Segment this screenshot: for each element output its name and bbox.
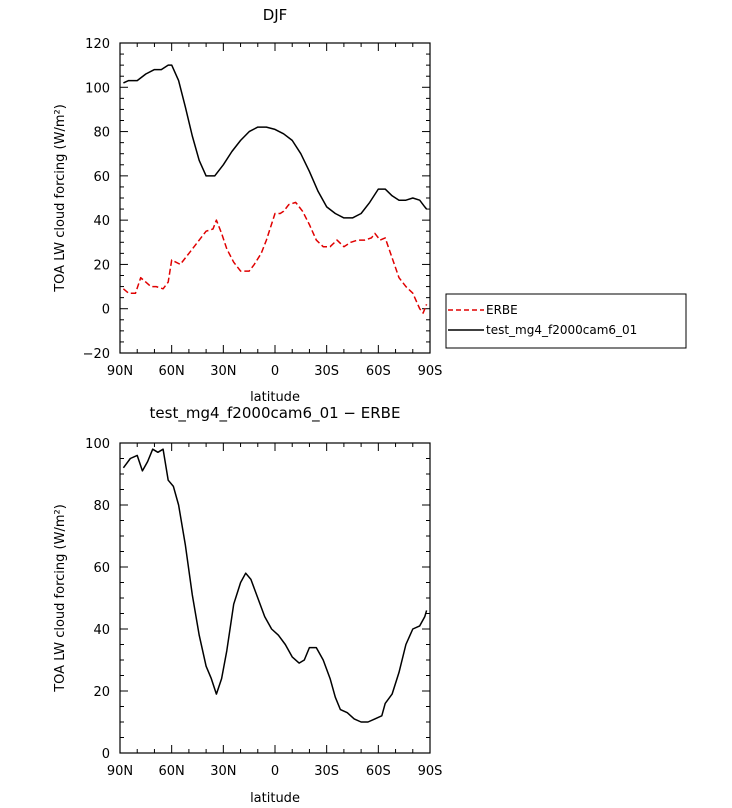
y-tick-label: 40 xyxy=(93,214,110,229)
y-tick-label: 100 xyxy=(85,437,110,452)
x-tick-label: 60N xyxy=(159,364,185,379)
chart-top-title: DJF xyxy=(263,6,288,24)
chart-bottom-ylabel: TOA LW cloud forcing (W/m²) xyxy=(53,504,68,693)
chart-bottom-xlabel: latitude xyxy=(250,791,300,806)
chart-top-frame xyxy=(119,42,431,354)
x-tick-label: 0 xyxy=(271,364,279,379)
x-tick-label: 30N xyxy=(210,364,236,379)
series-line-top-0 xyxy=(122,201,428,314)
y-tick-label: 0 xyxy=(102,747,110,762)
chart-bottom-title: test_mg4_f2000cam6_01 − ERBE xyxy=(150,404,401,423)
series-line-bottom-0 xyxy=(122,448,428,723)
y-tick-label: 80 xyxy=(93,499,110,514)
x-tick-label: 30N xyxy=(210,764,236,779)
chart-top-ticks: 90N 60N 30N 0 30S 60S 90S −20 0 20 40 60 80 100 120 xyxy=(83,37,443,379)
chart-top-xlabel: latitude xyxy=(250,390,300,405)
x-tick-label: 90N xyxy=(107,764,133,779)
x-tick-label: 60N xyxy=(159,764,185,779)
x-tick-label: 90S xyxy=(418,764,443,779)
y-tick-label: 20 xyxy=(93,258,110,273)
legend-label-erbe: ERBE xyxy=(486,303,518,317)
x-tick-label: 90N xyxy=(107,364,133,379)
y-tick-label: 0 xyxy=(102,303,110,318)
y-tick-label: 20 xyxy=(93,685,110,700)
y-tick-label: 60 xyxy=(93,170,110,185)
legend-box xyxy=(445,293,687,349)
y-tick-label: −20 xyxy=(83,347,110,362)
chart-top-legend: ERBE test_mg4_f2000cam6_01 xyxy=(445,293,687,349)
series-line-top-1 xyxy=(123,64,428,219)
y-tick-label: 80 xyxy=(93,126,110,141)
chart-top: DJF 90N 60N 30N 0 30S 60S 90S −20 0 20 40 60 80 100 12… xyxy=(53,6,687,405)
chart-bottom-ticks: 90N 60N 30N 0 30S 60S 90S 0 20 40 60 80 100 xyxy=(85,437,442,779)
y-tick-label: 60 xyxy=(93,561,110,576)
chart-bottom-series xyxy=(122,448,428,723)
x-tick-label: 30S xyxy=(314,764,339,779)
chart-bottom: test_mg4_f2000cam6_01 − ERBE 90N 60N 30N 0 3… xyxy=(53,404,442,806)
x-tick-label: 30S xyxy=(314,364,339,379)
y-tick-label: 40 xyxy=(93,623,110,638)
y-tick-label: 100 xyxy=(85,81,110,96)
y-tick-label: 120 xyxy=(85,37,110,52)
x-tick-label: 0 xyxy=(271,764,279,779)
chart-top-series xyxy=(122,64,428,314)
legend-label-test: test_mg4_f2000cam6_01 xyxy=(486,323,637,337)
chart-top-ylabel: TOA LW cloud forcing (W/m²) xyxy=(53,104,68,293)
chart-bottom-frame xyxy=(119,442,431,754)
x-tick-label: 90S xyxy=(418,364,443,379)
x-tick-label: 60S xyxy=(366,764,391,779)
x-tick-label: 60S xyxy=(366,364,391,379)
